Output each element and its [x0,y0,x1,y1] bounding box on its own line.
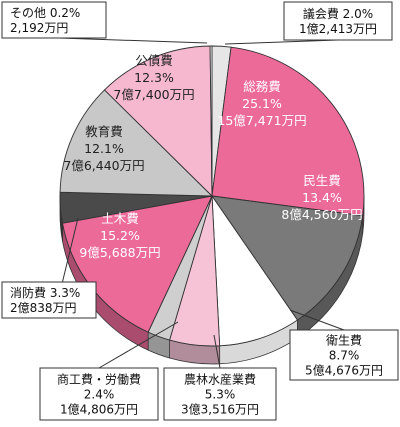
label-box-0 [283,1,393,41]
pie-slices [59,45,365,347]
slice-label-2-1: 13.4% [302,190,342,205]
slice-label-5-1: 2.4% [84,388,115,402]
pie-slice-9 [103,45,213,198]
label-box-5 [39,367,159,421]
label-box-4 [163,367,277,421]
slice-label-4-2: 3億3,516万円 [181,403,259,417]
slice-label-3-2: 5億4,676万円 [305,364,383,378]
slice-label-0-1: 1億2,413万円 [299,22,377,36]
slice-label-9-0: 公債費 [135,53,173,68]
slice-label-8-1: 12.1% [84,141,124,156]
slice-label-3-1: 8.7% [329,349,360,363]
slice-label-1-0: 総務費 [243,79,281,94]
slice-label-6-1: 15.2% [100,228,140,243]
pie-slice-10 [209,45,213,197]
label-box-10 [1,1,107,39]
slice-label-4-1: 5.3% [205,388,236,402]
label-box-7 [1,281,97,319]
label-box-3 [289,329,399,381]
slice-label-8-2: 7億6,440万円 [63,158,144,173]
slice-label-0-0: 議会費 2.0% [303,6,373,21]
slice-label-4-0: 農林水産業費 [184,372,256,387]
slice-label-8-0: 教育費 [85,124,123,139]
slice-label-9-1: 12.3% [134,70,174,85]
pie-slice-8 [59,89,214,197]
leader-line-3 [289,309,345,331]
slice-label-1-2: 15億7,471万円 [217,113,306,128]
slice-label-2-2: 8億4,560万円 [281,207,362,222]
slice-label-7-0: 消防費 3.3% [10,285,80,300]
pie-slice-1 [211,46,365,217]
slice-label-5-0: 商工費・労働費 [57,372,141,387]
slice-label-10-1: 2,192万円 [10,21,68,35]
pie-slice-3 [211,194,299,347]
slice-label-7-1: 2億838万円 [10,301,77,315]
leader-line-5 [98,321,179,369]
slice-label-10-0: その他 0.2% [10,6,80,20]
leader-line-10 [59,37,208,44]
slice-label-5-2: 1億4,806万円 [60,403,138,417]
slice-label-9-2: 7億7,400万円 [113,87,194,102]
slice-label-3-0: 衛生費 [326,333,362,348]
leader-line-4 [213,334,221,369]
slice-label-6-0: 土木費 [101,211,139,226]
slice-label-2-0: 民生費 [303,173,341,188]
slice-label-1-1: 25.1% [242,96,282,111]
slice-label-6-2: 9億5,688万円 [79,245,160,260]
leader-line-0 [224,39,339,45]
